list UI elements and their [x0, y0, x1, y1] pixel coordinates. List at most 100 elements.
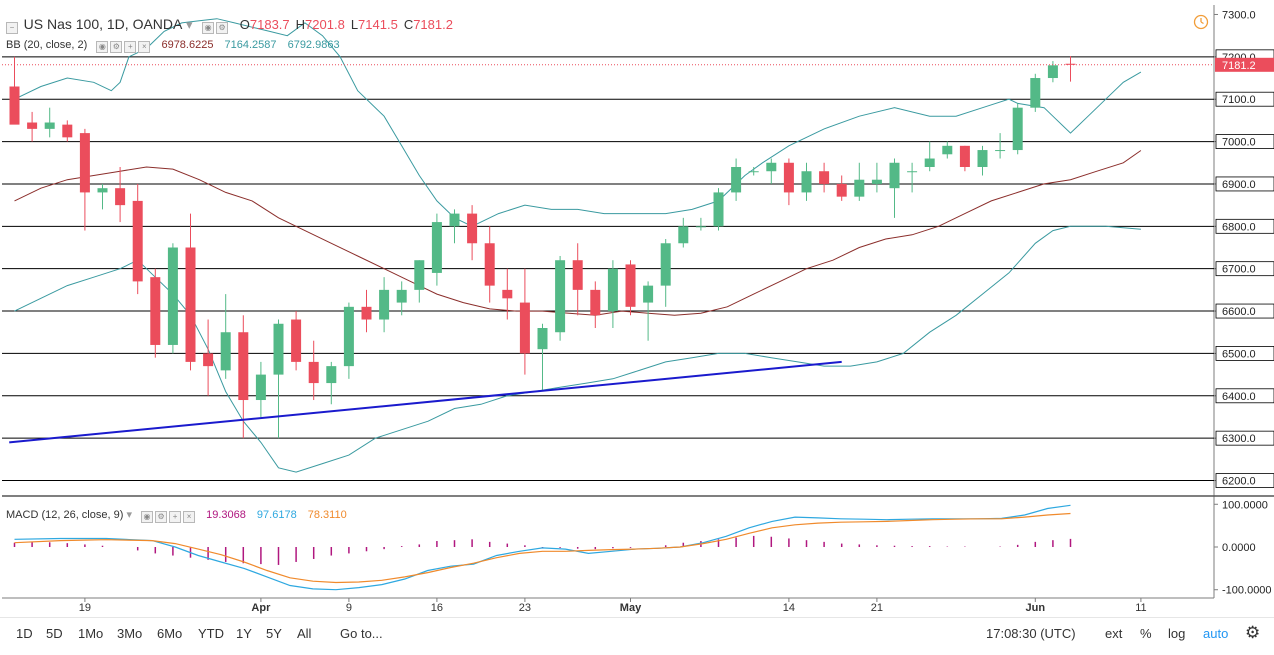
candle-body — [185, 247, 196, 362]
macd-line-value: 97.6178 — [256, 509, 297, 521]
chevron-down-icon[interactable]: ▾ — [185, 17, 193, 32]
eye-icon[interactable]: ◉ — [202, 22, 215, 34]
candle — [1012, 103, 1023, 155]
candle — [942, 141, 953, 159]
series-tools: ◉ ⚙ — [202, 17, 230, 34]
period-button-1d[interactable]: 1D — [16, 626, 33, 641]
candle — [1065, 56, 1076, 82]
ohlc-value: 7181.2 — [413, 17, 453, 32]
candle — [590, 281, 601, 328]
bb-basis-value: 6978.6225 — [161, 39, 214, 51]
clock-icon[interactable] — [1193, 14, 1209, 30]
candle-body — [572, 260, 583, 290]
period-button-all[interactable]: All — [297, 626, 312, 641]
candle — [889, 158, 900, 218]
candle — [907, 162, 918, 193]
gear-icon[interactable]: ⚙ — [1245, 623, 1261, 642]
ohlc-value: 7201.8 — [305, 17, 345, 32]
macd-label[interactable]: MACD (12, 26, close, 9) — [6, 509, 124, 521]
plus-icon[interactable]: + — [169, 511, 182, 523]
candle-body — [942, 145, 953, 155]
close-icon[interactable]: × — [138, 41, 151, 53]
candle-body — [731, 167, 742, 193]
chart-svg[interactable]: 6200.0 6300.0 6400.0 6500.0 6600.0 6700.0 6800… — [0, 0, 1274, 617]
candle — [801, 162, 812, 201]
candle-body — [9, 86, 20, 125]
price-tick-box — [1215, 346, 1274, 361]
candle — [220, 294, 231, 379]
candle — [625, 260, 636, 316]
price-tick-label: 7000.0 — [1222, 137, 1256, 149]
settings-icon[interactable]: ⚙ — [110, 41, 123, 53]
candle-body — [291, 319, 302, 362]
ext-button[interactable]: ext — [1105, 626, 1123, 641]
candle — [379, 277, 390, 333]
macd-tick-label: 100.0000 — [1222, 499, 1268, 511]
candle — [185, 213, 196, 371]
period-button-1mo[interactable]: 1Mo — [78, 626, 104, 641]
main-legend: − US Nas 100, 1D, OANDA ▾ ◉ ⚙ O7183.7 H720… — [6, 16, 459, 34]
eye-icon[interactable]: ◉ — [141, 511, 154, 523]
macd-tick-label: -100.0000 — [1222, 585, 1272, 597]
candle — [836, 175, 847, 201]
candle — [132, 183, 143, 295]
candle-body — [308, 361, 319, 384]
candle-body — [678, 226, 689, 244]
bb-label[interactable]: BB (20, close, 2) — [6, 39, 88, 51]
candle-body — [167, 247, 178, 345]
close-icon[interactable]: × — [183, 511, 196, 523]
price-tick-label: 7100.0 — [1222, 94, 1256, 106]
ohlc-key: O — [239, 17, 250, 32]
period-button-1y[interactable]: 1Y — [236, 626, 252, 641]
bb-legend: BB (20, close, 2) ◉ ⚙ + × 6978.6225 7164.25… — [6, 39, 340, 53]
goto-button[interactable]: Go to... — [340, 626, 383, 641]
candle — [27, 111, 38, 142]
candle — [44, 107, 55, 138]
candle-body — [871, 179, 882, 184]
period-button-6mo[interactable]: 6Mo — [157, 626, 183, 641]
price-tick-box — [1215, 218, 1274, 234]
ohlc-o: O7183.7 — [240, 17, 290, 32]
candle — [502, 268, 513, 320]
period-button-3mo[interactable]: 3Mo — [117, 626, 143, 641]
price-tick-box — [1215, 91, 1274, 107]
candle-body — [625, 264, 636, 307]
time-tick-label: 9 — [346, 602, 352, 614]
plus-icon[interactable]: + — [124, 41, 137, 53]
settings-icon[interactable]: ⚙ — [216, 22, 229, 34]
settings-icon[interactable]: ⚙ — [155, 511, 168, 523]
period-button-5d[interactable]: 5D — [46, 626, 63, 641]
symbol-title[interactable]: US Nas 100, 1D, OANDA — [23, 16, 183, 32]
candle — [308, 340, 319, 401]
price-tick-label: 6500.0 — [1222, 348, 1256, 360]
period-button-5y[interactable]: 5Y — [266, 626, 282, 641]
candle-body — [238, 332, 249, 401]
collapse-icon[interactable]: − — [6, 22, 18, 34]
candle — [361, 289, 372, 333]
price-pane[interactable] — [2, 5, 1214, 495]
clock-readout[interactable]: 17:08:30 (UTC) — [986, 626, 1076, 641]
candle-body — [79, 133, 90, 193]
percent-button[interactable]: % — [1140, 626, 1152, 641]
candle-body — [361, 306, 372, 320]
eye-icon[interactable]: ◉ — [96, 41, 109, 53]
bb-upper-line — [14, 18, 1142, 227]
candle-body — [590, 289, 601, 316]
time-tick-label: 19 — [79, 602, 91, 614]
ohlc-key: L — [350, 17, 359, 32]
time-tick-label: 14 — [783, 602, 795, 614]
candle-body — [44, 122, 55, 129]
candle-body — [203, 353, 214, 367]
candle-body — [150, 277, 161, 345]
candle-body — [801, 171, 812, 193]
candle-body — [819, 171, 830, 184]
candle — [449, 209, 460, 244]
candle-body — [1030, 78, 1041, 108]
auto-button[interactable]: auto — [1203, 626, 1229, 641]
bb-tools: ◉ ⚙ + × — [96, 39, 152, 53]
period-button-ytd[interactable]: YTD — [198, 626, 224, 641]
candle — [643, 281, 654, 341]
chevron-down-icon[interactable]: ▾ — [126, 509, 132, 521]
log-button[interactable]: log — [1168, 626, 1186, 641]
price-tick-label: 6800.0 — [1222, 221, 1256, 233]
